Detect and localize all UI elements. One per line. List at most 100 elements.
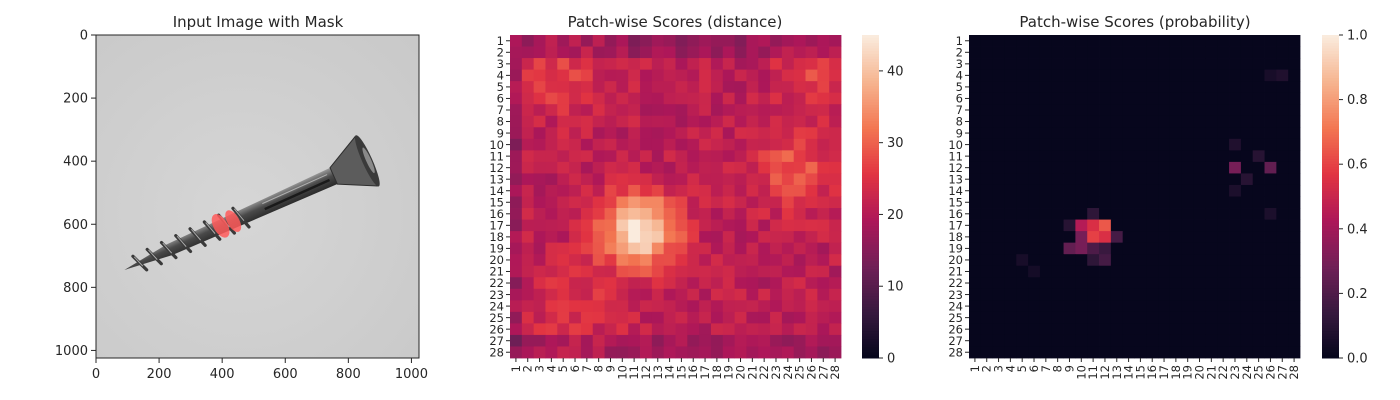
- heatmap-cell: [1252, 35, 1265, 47]
- heatmap-cell: [557, 311, 570, 324]
- colorbar-segment: [862, 263, 879, 267]
- colorbar-segment: [1322, 131, 1339, 136]
- heatmap-cell: [1039, 173, 1053, 186]
- heatmap-cell: [1288, 69, 1301, 82]
- heatmap-cell: [770, 161, 783, 174]
- heatmap-cell: [770, 219, 783, 232]
- heatmap-cell: [1122, 219, 1135, 232]
- heatmap-cell: [1028, 81, 1041, 94]
- colorbar-segment: [1322, 269, 1339, 273]
- colorbar-segment: [862, 336, 879, 340]
- heatmap-cell: [699, 219, 712, 232]
- panel2-title: Patch-wise Scores (distance): [568, 13, 783, 31]
- heatmap-cell: [545, 46, 558, 59]
- heatmap-cell: [651, 265, 665, 278]
- heatmap-cell: [758, 346, 771, 359]
- heatmap-cell: [533, 265, 546, 278]
- heatmap-cell: [521, 277, 535, 290]
- heatmap-cell: [1122, 242, 1135, 255]
- heatmap-cell: [557, 254, 570, 267]
- heatmap-cell: [817, 35, 830, 47]
- heatmap-cell: [1075, 150, 1088, 163]
- heatmap-cell: [628, 127, 641, 140]
- colorbar-segment: [1322, 142, 1339, 146]
- heatmap-cell: [1169, 277, 1183, 290]
- colorbar-segment: [862, 158, 879, 163]
- heatmap-cell: [1158, 219, 1171, 232]
- colorbar-segment: [1322, 80, 1339, 84]
- heatmap-cell: [1158, 161, 1171, 174]
- heatmap-cell: [616, 219, 629, 232]
- heatmap-cell: [1217, 69, 1230, 82]
- heatmap-cell: [1158, 138, 1171, 151]
- heatmap-cell: [1016, 242, 1029, 255]
- heatmap-cell: [781, 35, 795, 47]
- heatmap-cell: [1099, 231, 1112, 244]
- heatmap-cell: [1134, 69, 1147, 82]
- y-tick-label: 2: [497, 46, 504, 60]
- heatmap-cell: [1087, 115, 1100, 128]
- heatmap-cell: [640, 277, 653, 290]
- heatmap-cell: [1063, 334, 1076, 347]
- heatmap-cell: [1146, 184, 1159, 197]
- heatmap-cell: [1240, 127, 1254, 140]
- heatmap-cell: [628, 196, 641, 209]
- heatmap-cell: [640, 58, 653, 71]
- heatmap-cell: [1229, 161, 1242, 174]
- heatmap-cell: [651, 184, 665, 197]
- y-tick-label: 5: [956, 80, 963, 94]
- heatmap-cell: [734, 346, 747, 359]
- heatmap-cell: [1240, 161, 1254, 174]
- heatmap-cell: [1075, 323, 1088, 336]
- heatmap-cell: [805, 81, 818, 94]
- heatmap-cell: [1063, 277, 1076, 290]
- heatmap-cell: [1288, 254, 1301, 267]
- heatmap-cell: [1028, 58, 1041, 71]
- heatmap-cell: [1181, 219, 1195, 232]
- heatmap-cell: [1264, 92, 1277, 105]
- heatmap-cell: [1205, 254, 1218, 267]
- heatmap-cell: [1087, 346, 1100, 359]
- heatmap-cell: [521, 150, 535, 163]
- heatmap-cell: [604, 115, 617, 128]
- heatmap-cell: [734, 35, 747, 47]
- heatmap-cell: [1075, 161, 1088, 174]
- heatmap-cell: [1158, 58, 1171, 71]
- heatmap-cell: [829, 161, 842, 174]
- heatmap-cell: [699, 138, 712, 151]
- y-tick-label: 19: [489, 242, 504, 256]
- colorbar-segment: [862, 110, 879, 114]
- heatmap-cell: [699, 231, 712, 244]
- colorbar-segment: [862, 185, 879, 189]
- heatmap-cell: [1134, 323, 1147, 336]
- heatmap-cell: [651, 288, 665, 301]
- colorbar-segment: [862, 279, 879, 284]
- heatmap-cell: [980, 231, 994, 244]
- heatmap-cell: [675, 127, 688, 140]
- heatmap-cell: [521, 173, 535, 186]
- heatmap-cell: [1276, 161, 1289, 174]
- heatmap-cell: [640, 323, 653, 336]
- heatmap-cell: [1099, 81, 1112, 94]
- heatmap-cell: [580, 115, 594, 128]
- heatmap-cell: [687, 265, 700, 278]
- heatmap-cell: [1252, 104, 1265, 117]
- heatmap-cell: [992, 300, 1005, 313]
- heatmap-cell: [1087, 104, 1100, 117]
- colorbar-segment: [1322, 88, 1339, 93]
- colorbar-segment: [1322, 137, 1339, 141]
- colorbar-segment: [1322, 115, 1339, 119]
- y-tick-label: 2: [956, 46, 963, 60]
- heatmap-cell: [1158, 242, 1171, 255]
- heatmap-cell: [1004, 254, 1017, 267]
- heatmap-cell: [793, 35, 806, 47]
- heatmap-cell: [1264, 334, 1277, 347]
- heatmap-cell: [829, 208, 842, 220]
- heatmap-cell: [1075, 208, 1088, 220]
- heatmap-cell: [699, 161, 712, 174]
- heatmap-cell: [781, 219, 795, 232]
- y-tick-label: 19: [948, 242, 963, 256]
- colorbar-segment: [862, 78, 879, 82]
- heatmap-cell: [758, 184, 771, 197]
- x-tick-label: 10: [615, 365, 629, 380]
